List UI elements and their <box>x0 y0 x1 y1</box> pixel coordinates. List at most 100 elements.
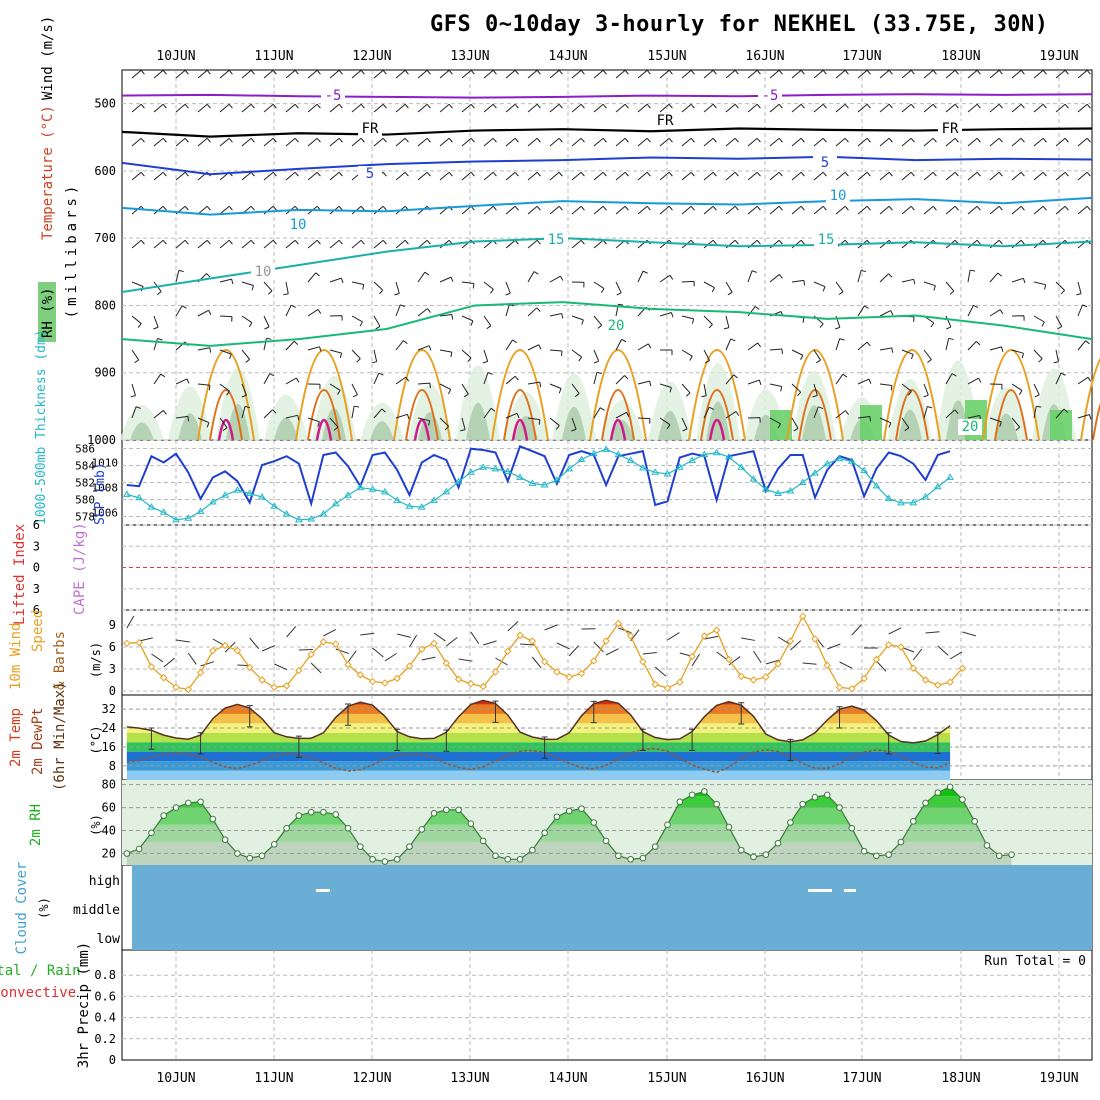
wind-barb <box>593 407 605 419</box>
day-label-bottom: 16JUN <box>745 1071 784 1086</box>
thickness-point <box>639 464 647 471</box>
wind-barb <box>417 271 430 283</box>
wind10m-barb <box>200 661 215 667</box>
wind-barb <box>439 417 449 431</box>
wind-barb <box>571 349 583 362</box>
wind-barb <box>703 103 717 113</box>
wind-barb <box>571 205 585 215</box>
thickness-point <box>147 503 156 510</box>
contour-label-bg <box>358 166 382 182</box>
rh-point <box>615 852 622 860</box>
rh-point <box>946 783 954 791</box>
rh-point <box>774 839 782 847</box>
wind-barb <box>1053 349 1059 364</box>
wind-barb <box>285 340 299 351</box>
wind-barb <box>637 69 651 79</box>
wind-barb <box>373 103 387 113</box>
wind-barb <box>967 304 979 317</box>
wind-barb <box>769 383 783 392</box>
thickness-point <box>356 483 365 491</box>
thickness-point <box>393 496 402 503</box>
wind-barb <box>373 281 384 295</box>
thickness-point <box>909 498 918 506</box>
slp-line <box>126 444 951 508</box>
wind-barb <box>527 69 541 79</box>
thickness-point <box>479 463 488 470</box>
wind-barb <box>923 69 937 79</box>
day-label-bottom: 14JUN <box>548 1071 587 1086</box>
wind-barb <box>483 103 497 113</box>
wind-barb <box>835 281 844 296</box>
rh-point <box>627 855 634 863</box>
wind-barb <box>769 348 783 354</box>
rh-point <box>492 852 499 860</box>
wind-barb <box>659 171 673 181</box>
temp-minmax-bar <box>246 705 253 728</box>
wind-barb <box>967 103 981 113</box>
wind-barb <box>417 171 431 181</box>
wind-barb <box>219 315 233 322</box>
wind-barb <box>175 269 184 283</box>
wind10m-point <box>135 638 143 647</box>
cloud-unit-label: (%) <box>37 897 51 919</box>
wind-barb <box>571 281 585 288</box>
thickness-point <box>811 469 819 476</box>
wind-barb <box>527 381 542 388</box>
wind10m-barb <box>384 652 397 662</box>
wind10m-barb <box>335 648 350 655</box>
wind-barb <box>703 137 717 147</box>
wind-barb <box>131 103 145 113</box>
wind-barb <box>329 171 343 181</box>
wind-barb <box>1011 103 1025 113</box>
wind-barb <box>351 383 358 398</box>
dewpoint-line <box>126 747 951 774</box>
wind10m-point <box>196 668 205 677</box>
wind-barb <box>1011 315 1025 321</box>
wind-barb <box>241 137 255 147</box>
wind-barb <box>747 69 761 79</box>
wind-barb <box>923 171 937 181</box>
wind-barb <box>769 205 783 215</box>
wind-barb <box>923 405 933 419</box>
wind-barb <box>263 373 275 385</box>
temp-tick-label: 8 <box>109 759 116 773</box>
wind-barb <box>351 281 365 290</box>
wind-barb <box>263 69 277 79</box>
wind-barb <box>483 137 497 147</box>
thickness-point <box>602 445 610 452</box>
rh-point <box>516 855 524 863</box>
wind10m-point <box>528 637 537 645</box>
temp-band <box>126 770 951 780</box>
wind-barb <box>153 69 167 79</box>
temp-minmax-bar <box>345 703 352 726</box>
chart-title: GFS 0~10day 3-hourly for NEKHEL (33.75E,… <box>430 12 1049 37</box>
temp-unit-label: (°C) <box>89 726 103 755</box>
contour-label: 15 <box>818 232 835 248</box>
wind-barb <box>923 205 937 215</box>
wind10m-point <box>872 655 881 664</box>
wind-barb <box>857 69 871 79</box>
wind10m-point <box>454 675 463 683</box>
wind-barb <box>857 416 872 422</box>
wind-barb <box>945 281 955 295</box>
wind10m-barb <box>667 632 680 641</box>
wind10m-point <box>688 652 696 661</box>
wind-barb <box>879 417 892 428</box>
wind10m-barb <box>949 651 963 660</box>
thickness-point <box>430 496 438 503</box>
wind10m-barb <box>446 636 458 647</box>
cape-axis-label: CAPE (J/kg) <box>72 522 88 615</box>
wind-barb <box>395 103 409 113</box>
wind10m-point <box>319 638 328 646</box>
wind-unit-label: (m/s) <box>89 642 103 678</box>
precip-axis-label: 3hr Precip (mm) <box>76 942 92 1068</box>
wind-barb <box>835 205 849 215</box>
wind-barb <box>395 413 410 420</box>
wind10m-axis-label-group: 10m Wind Speed & Barbs <box>8 610 68 690</box>
rh-point <box>799 800 806 808</box>
thickness-point <box>122 490 131 497</box>
rh-point <box>529 846 536 854</box>
wind-barb <box>791 171 805 181</box>
wind-barb <box>835 103 849 113</box>
wind-barb <box>153 137 167 147</box>
